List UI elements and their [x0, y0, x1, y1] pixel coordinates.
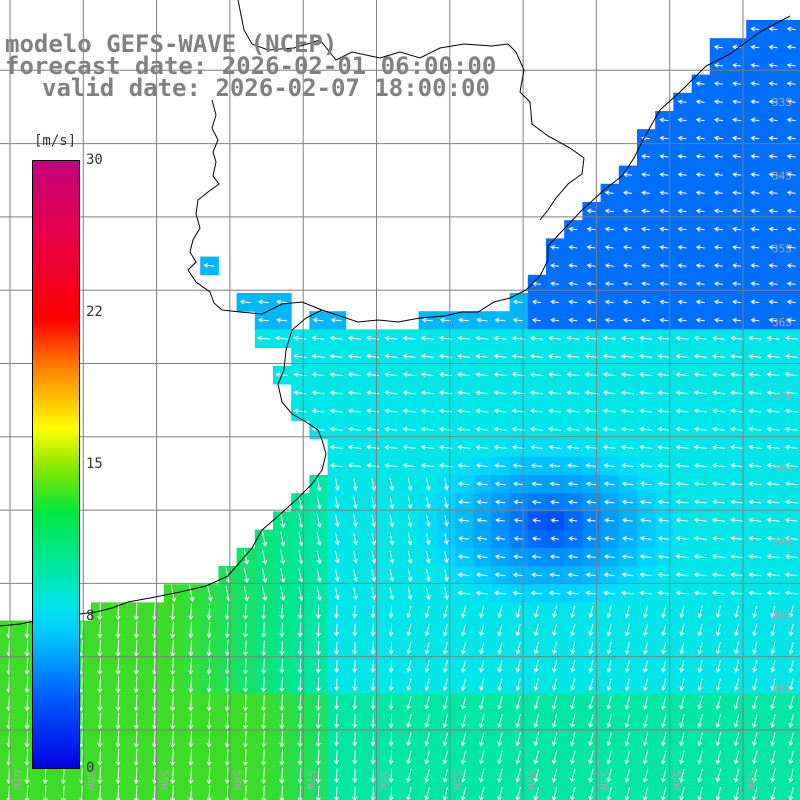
- longitude-labels: 61W 60W 59W 58W 57W 56W 55W 54W 53W 52W 51W: [11, 770, 757, 790]
- colorbar-tick-22: 22: [86, 304, 103, 320]
- latitude-label: 38S: [772, 463, 792, 476]
- longitude-label: 57W: [304, 770, 317, 790]
- longitude-label: 51W: [744, 770, 757, 790]
- colorbar-tick-8: 8: [86, 608, 95, 624]
- latitude-label: 37S: [772, 389, 792, 402]
- latitude-label: 39S: [772, 536, 792, 549]
- colorbar-tick-30: 30: [86, 152, 103, 168]
- colorbar-tick-15: 15: [86, 456, 103, 472]
- latitude-label: 33S: [772, 96, 792, 109]
- latitude-label: 34S: [772, 169, 792, 182]
- longitude-label: 56W: [378, 770, 391, 790]
- longitude-label: 59W: [158, 770, 171, 790]
- longitude-label: 52W: [671, 770, 684, 790]
- coastline-inland: [237, 0, 585, 221]
- latitude-label: 36S: [772, 316, 792, 329]
- latitude-label: 41S: [772, 682, 792, 695]
- coastline-estuary: [277, 309, 323, 441]
- longitude-label: 60W: [84, 770, 97, 790]
- latitude-label: 35S: [772, 243, 792, 256]
- colorbar: [32, 160, 80, 769]
- longitude-label: 55W: [451, 770, 464, 790]
- colorbar-tick-0: 0: [86, 760, 95, 776]
- latitude-labels: 33S 34S 35S 36S 37S 38S 39S 40S 41S: [772, 96, 792, 695]
- colorbar-unit: [m/s]: [34, 133, 77, 149]
- longitude-label: 54W: [524, 770, 537, 790]
- longitude-label: 61W: [11, 770, 24, 790]
- coastline: [187, 15, 791, 323]
- longitude-label: 53W: [597, 770, 610, 790]
- latitude-label: 40S: [772, 609, 792, 622]
- longitude-label: 58W: [231, 770, 244, 790]
